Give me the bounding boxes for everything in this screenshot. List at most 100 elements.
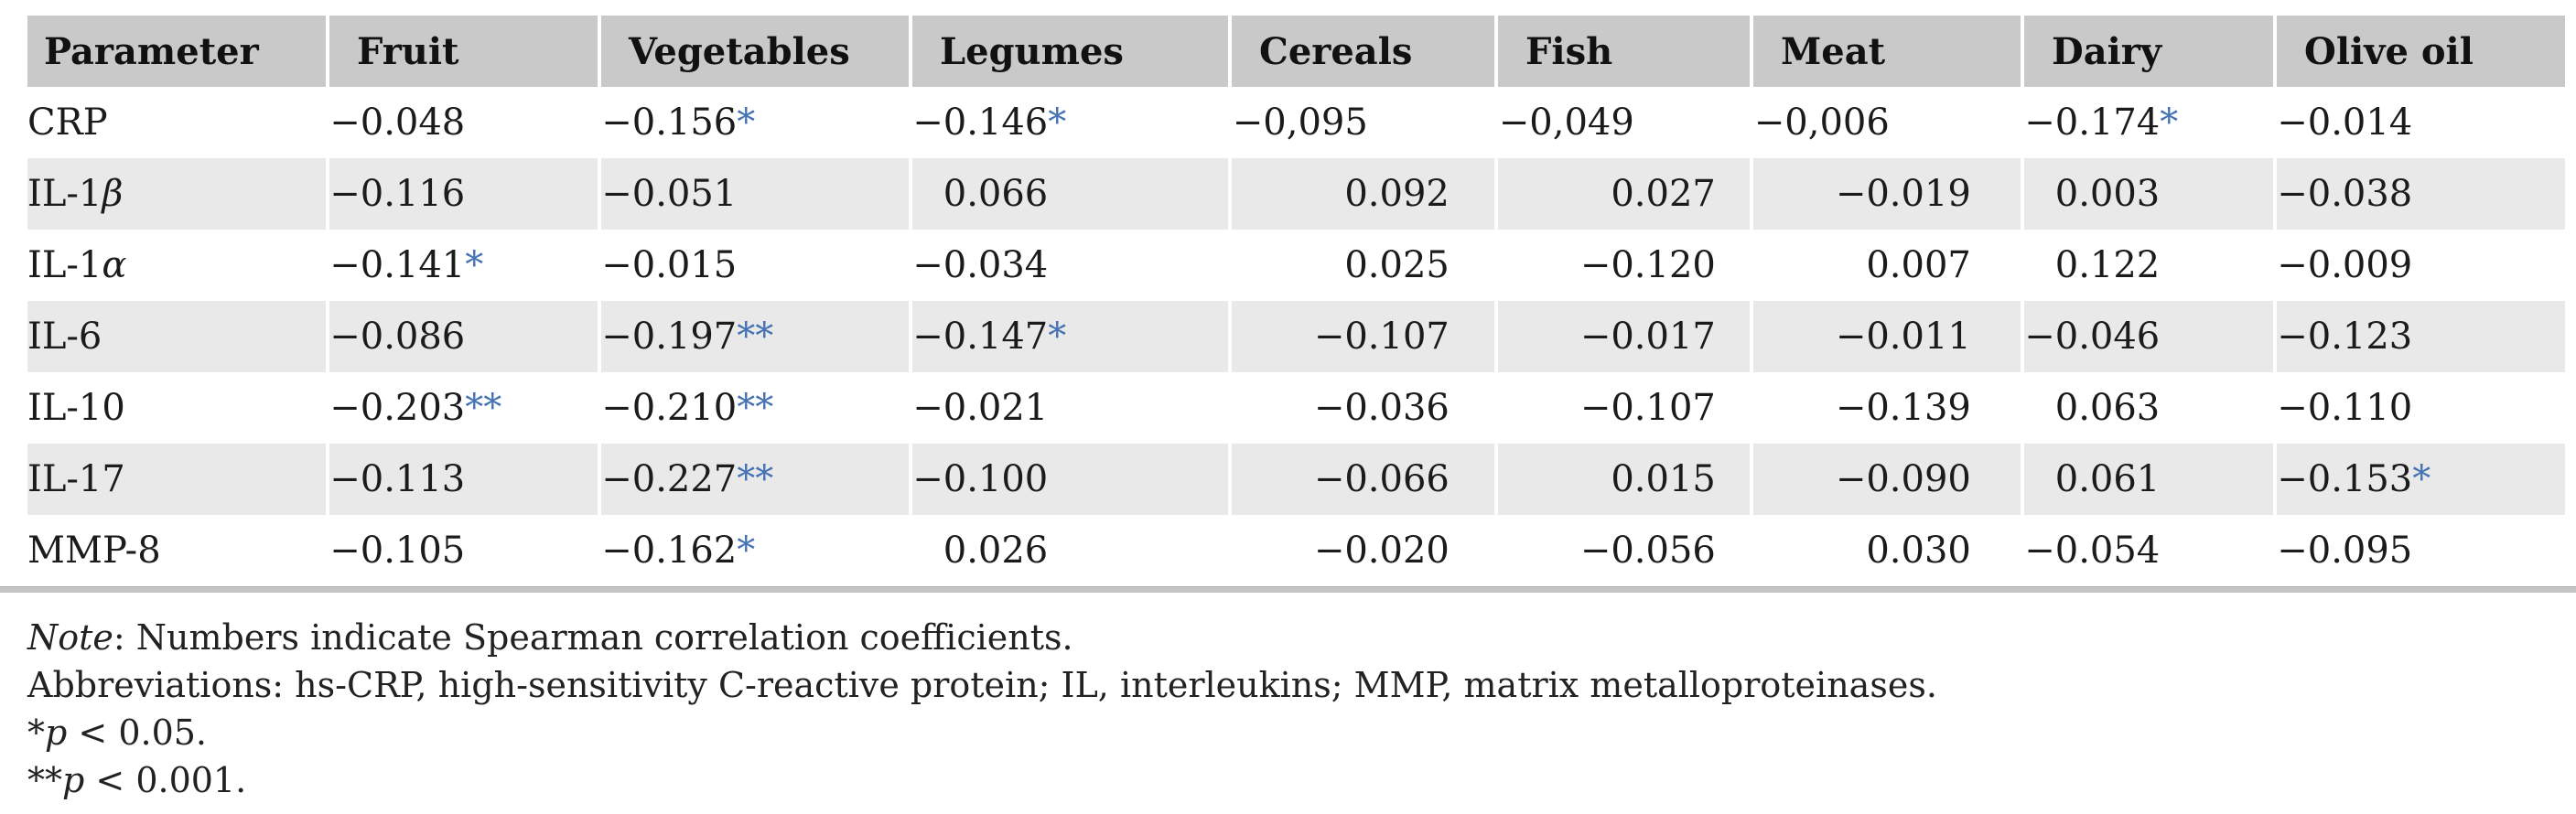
correlation-cell: 0.007 bbox=[1750, 230, 2022, 301]
significance-asterisk: * bbox=[2160, 102, 2179, 144]
correlation-cell: −0.110 bbox=[2273, 372, 2565, 444]
cell-integer-part: −0,095 bbox=[1232, 102, 1368, 144]
row-label: IL-6 bbox=[27, 301, 328, 372]
cell-integer-part: −0 bbox=[1835, 173, 1890, 215]
cell-decimal-part: .051 bbox=[655, 173, 738, 215]
note-label: Note bbox=[27, 617, 113, 658]
correlation-cell: −0.147* bbox=[909, 301, 1230, 372]
cell-decimal-part: .105 bbox=[383, 530, 466, 572]
cell-decimal-part: .048 bbox=[383, 102, 466, 144]
cell-decimal-part: .017 bbox=[1633, 316, 1716, 358]
cell-integer-part: −0 bbox=[2277, 458, 2332, 500]
cell-decimal-part: .063 bbox=[2078, 387, 2161, 429]
cell-integer-part: −0 bbox=[601, 458, 656, 500]
cell-integer-part: −0 bbox=[1835, 458, 1890, 500]
cell-decimal-part: .139 bbox=[1889, 387, 1971, 429]
correlation-cell: −0.034 bbox=[909, 230, 1230, 301]
correlation-cell: −0.146* bbox=[909, 87, 1230, 158]
cell-integer-part: −0 bbox=[329, 387, 384, 429]
cell-decimal-part: .153 bbox=[2331, 458, 2413, 500]
significance-asterisk: ** bbox=[737, 458, 774, 500]
cell-integer-part: −0 bbox=[601, 244, 656, 286]
cell-integer-part: −0 bbox=[329, 244, 384, 286]
cell-integer-part: 0 bbox=[1611, 458, 1634, 500]
cell-integer-part: −0 bbox=[2024, 316, 2079, 358]
cell-integer-part: −0 bbox=[2277, 387, 2332, 429]
cell-decimal-part: .009 bbox=[2331, 244, 2413, 286]
cell-decimal-part: .210 bbox=[655, 387, 738, 429]
header-row: Parameter Fruit Vegetables Legumes Cereals Fi… bbox=[27, 16, 2565, 87]
correlation-cell: −0.107 bbox=[1494, 372, 1751, 444]
cell-decimal-part: .095 bbox=[2331, 530, 2413, 572]
row-label: CRP bbox=[27, 87, 328, 158]
correlation-cell: −0.090 bbox=[1750, 444, 2022, 515]
cell-integer-part: −0 bbox=[1579, 316, 1634, 358]
column-header-olive-oil: Olive oil bbox=[2273, 16, 2565, 87]
cell-decimal-part: .120 bbox=[1633, 244, 1716, 286]
cell-integer-part: −0 bbox=[1835, 387, 1890, 429]
table-row-mmp-8: MMP-8 −0.105 −0.162* 0.026 −0.020 −0.056 0.030… bbox=[27, 515, 2565, 586]
cell-integer-part: −0 bbox=[1579, 530, 1634, 572]
cell-integer-part: −0 bbox=[601, 387, 656, 429]
cell-decimal-part: .113 bbox=[383, 458, 466, 500]
cell-integer-part: 0 bbox=[2054, 387, 2079, 429]
cell-integer-part: 0 bbox=[1611, 173, 1634, 215]
correlation-cell: −0.174* bbox=[2021, 87, 2275, 158]
cell-decimal-part: .046 bbox=[2078, 316, 2161, 358]
significance-asterisk: ** bbox=[737, 387, 774, 429]
correlation-cell: −0.100 bbox=[909, 444, 1230, 515]
column-header-fish: Fish bbox=[1494, 16, 1751, 87]
row-label: IL-1α bbox=[27, 230, 328, 301]
table-row-il-10: IL-10 −0.203** −0.210** −0.021 −0.036 −0.107−… bbox=[27, 372, 2565, 444]
cell-integer-part: 0 bbox=[2054, 244, 2079, 286]
correlation-cell: 0.027 bbox=[1494, 158, 1751, 230]
cell-integer-part: −0 bbox=[2277, 316, 2332, 358]
cell-decimal-part: .036 bbox=[1367, 387, 1450, 429]
correlation-cell: 0.063 bbox=[2021, 372, 2275, 444]
cell-decimal-part: .014 bbox=[2331, 102, 2413, 144]
cell-decimal-part: .116 bbox=[383, 173, 466, 215]
cell-decimal-part: .156 bbox=[655, 102, 738, 144]
correlation-cell: −0,095 bbox=[1228, 87, 1496, 158]
correlation-cell: −0.054 bbox=[2021, 515, 2275, 586]
cell-decimal-part: .066 bbox=[1367, 458, 1450, 500]
correlation-cell: −0.017 bbox=[1494, 301, 1751, 372]
cell-decimal-part: .034 bbox=[966, 244, 1049, 286]
correlation-cell: −0.021 bbox=[909, 372, 1230, 444]
column-header-vegetables: Vegetables bbox=[598, 16, 911, 87]
correlation-cell: −0.156* bbox=[598, 87, 911, 158]
cell-decimal-part: .015 bbox=[655, 244, 738, 286]
cell-decimal-part: .061 bbox=[2078, 458, 2161, 500]
significance-asterisk: * bbox=[737, 102, 756, 144]
correlation-cell: −0,049 bbox=[1494, 87, 1751, 158]
cell-decimal-part: .197 bbox=[655, 316, 738, 358]
abbreviations-line: Abbreviations: hs-CRP, high-sensitivity … bbox=[27, 665, 1937, 705]
table-bottom-rule bbox=[0, 586, 2576, 593]
cell-decimal-part: .020 bbox=[1367, 530, 1450, 572]
cell-integer-part: −0 bbox=[2277, 173, 2332, 215]
table-row-il-1: IL-1α −0.141* −0.015 −0.034 0.025 −0.120 0.007… bbox=[27, 230, 2565, 301]
significance-asterisk: * bbox=[1048, 102, 1067, 144]
sig2-marker: ** bbox=[27, 760, 62, 800]
cell-integer-part: −0,006 bbox=[1753, 102, 1890, 144]
cell-integer-part: 0 bbox=[2054, 173, 2079, 215]
cell-integer-part: −0 bbox=[329, 316, 384, 358]
cell-integer-part: 0 bbox=[1344, 173, 1368, 215]
table-container: Parameter Fruit Vegetables Legumes Cereals Fi… bbox=[27, 16, 2565, 586]
cell-integer-part: −0 bbox=[1313, 387, 1368, 429]
correlation-cell: −0.036 bbox=[1228, 372, 1496, 444]
correlation-cell: −0,006 bbox=[1750, 87, 2022, 158]
table-row-il-17: IL-17 −0.113 −0.227** −0.100 −0.066 0.015 −0.0… bbox=[27, 444, 2565, 515]
significance-asterisk: ** bbox=[737, 316, 774, 358]
column-header-legumes: Legumes bbox=[909, 16, 1230, 87]
cell-decimal-part: .066 bbox=[966, 173, 1049, 215]
cell-integer-part: −0 bbox=[601, 173, 656, 215]
correlation-cell: −0.056 bbox=[1494, 515, 1751, 586]
cell-integer-part: −0 bbox=[1579, 244, 1634, 286]
cell-integer-part: −0 bbox=[2277, 244, 2332, 286]
row-label: IL-17 bbox=[27, 444, 328, 515]
correlation-cell: −0.227** bbox=[598, 444, 911, 515]
cell-decimal-part: .030 bbox=[1889, 530, 1971, 572]
cell-decimal-part: .147 bbox=[966, 316, 1049, 358]
cell-integer-part: −0 bbox=[2024, 530, 2079, 572]
